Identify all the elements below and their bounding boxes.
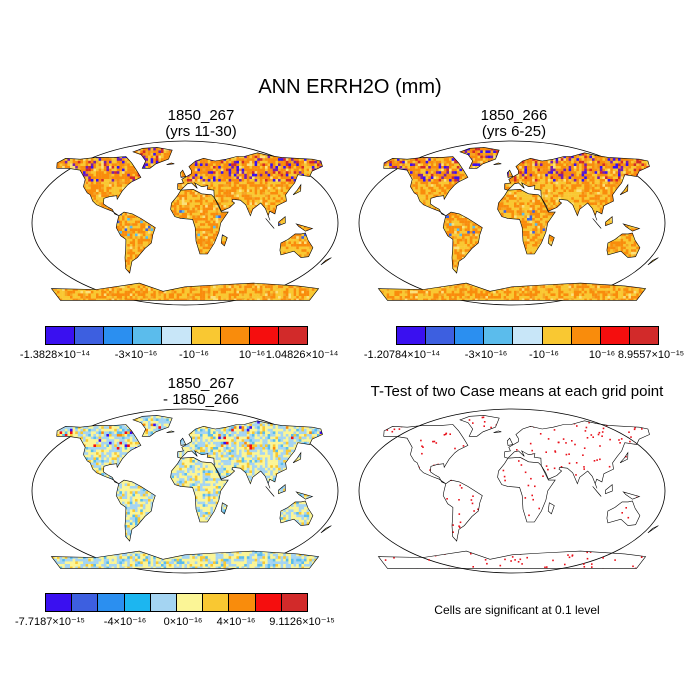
panel-2-cbar-label: 10⁻¹⁶ [589,348,615,361]
panel-1-title-line1: 1850_267 [63,108,339,124]
panel-2-title-line1: 1850_266 [376,108,652,124]
figure-title: ANN ERRH2O (mm) [0,76,700,99]
panel-3-colorbar-swatches [45,593,308,612]
colorbar-swatch [455,327,485,344]
panel-2-colorbar [396,326,659,345]
coastlines [377,147,659,301]
colorbar-swatch [203,594,230,611]
panel-3-cbar-label: 4×10⁻¹⁶ [217,615,256,628]
panel-3-colorbar-labels: -7.7187×10⁻¹⁵ -4×10⁻¹⁶ 0×10⁻¹⁶ 4×10⁻¹⁶ 9… [0,615,350,631]
panel-4-title-line1: T-Test of two Case means at each grid po… [352,384,682,400]
colorbar-swatch [191,327,221,344]
colorbar-swatch [75,327,105,344]
colorbar-swatch [426,327,456,344]
panel-1-map [31,140,339,306]
panel-1-cbar-label: 10⁻¹⁶ [239,348,265,361]
panel-4-significance-note: Cells are significant at 0.1 level [352,603,682,617]
colorbar-swatch [220,327,250,344]
coastlines [50,415,332,569]
panel-3-title-line1: 1850_267 [63,376,339,392]
panel-1-colorbar [45,326,308,345]
panel-1-cbar-label: -10⁻¹⁶ [179,348,209,361]
panel-1-colorbar-swatches [45,326,308,345]
coastlines [50,147,332,301]
colorbar-swatch [249,327,279,344]
panel-3-map [31,408,339,574]
panel-2-cbar-label: 8.9557×10⁻¹⁵ [618,348,684,361]
colorbar-swatch [255,594,282,611]
colorbar-swatch [150,594,178,611]
colorbar-swatch [484,327,514,344]
colorbar-swatch [629,327,658,344]
panel-2-colorbar-labels: -1.20784×10⁻¹⁴ -3×10⁻¹⁶ -10⁻¹⁶ 10⁻¹⁶ 8.9… [350,348,700,364]
panel-1-title-line2: (yrs 11-30) [63,124,339,140]
panel-3-colorbar [45,593,308,612]
panel-3-title-line2: - 1850_266 [63,392,339,408]
colorbar-swatch [162,327,192,344]
panel-1-colorbar-labels: -1.3828×10⁻¹⁴ -3×10⁻¹⁶ -10⁻¹⁶ 10⁻¹⁶ 1.04… [0,348,350,364]
colorbar-swatch [98,594,125,611]
globe-outline [358,408,666,574]
panel-1-title: 1850_267 (yrs 11-30) [63,108,339,140]
panel-2-colorbar-swatches [396,326,659,345]
panel-3-cbar-label: 9.1126×10⁻¹⁵ [269,615,335,628]
colorbar-swatch [133,327,163,344]
colorbar-swatch [600,327,630,344]
panel-2-cbar-label: -1.20784×10⁻¹⁴ [364,348,440,361]
panel-2-cbar-label: -3×10⁻¹⁶ [465,348,507,361]
panel-3-cbar-label: -7.7187×10⁻¹⁵ [15,615,85,628]
panel-1-cbar-label: -1.3828×10⁻¹⁴ [20,348,90,361]
panel-2-map [358,140,666,306]
panel-4-map [358,408,666,574]
colorbar-swatch [72,594,99,611]
colorbar-swatch [46,327,76,344]
colorbar-swatch [542,327,572,344]
coastlines [377,415,659,569]
panel-1-cbar-label: -3×10⁻¹⁶ [115,348,157,361]
colorbar-swatch [278,327,307,344]
panel-4-title: T-Test of two Case means at each grid po… [352,384,682,400]
colorbar-swatch [513,327,543,344]
colorbar-swatch [397,327,427,344]
colorbar-swatch [104,327,134,344]
colorbar-swatch [571,327,601,344]
panel-2-title-line2: (yrs 6-25) [376,124,652,140]
colorbar-swatch [124,594,151,611]
colorbar-swatch [177,594,204,611]
colorbar-swatch [46,594,73,611]
colorbar-swatch [229,594,256,611]
panel-2-cbar-label: -10⁻¹⁶ [529,348,559,361]
panel-3-cbar-label: 0×10⁻¹⁶ [164,615,203,628]
panel-2-title: 1850_266 (yrs 6-25) [376,108,652,140]
panel-3-title: 1850_267 - 1850_266 [63,376,339,408]
colorbar-swatch [281,594,308,611]
panel-1-cbar-label: 1.04826×10⁻¹⁴ [266,348,339,361]
panel-3-cbar-label: -4×10⁻¹⁶ [104,615,146,628]
